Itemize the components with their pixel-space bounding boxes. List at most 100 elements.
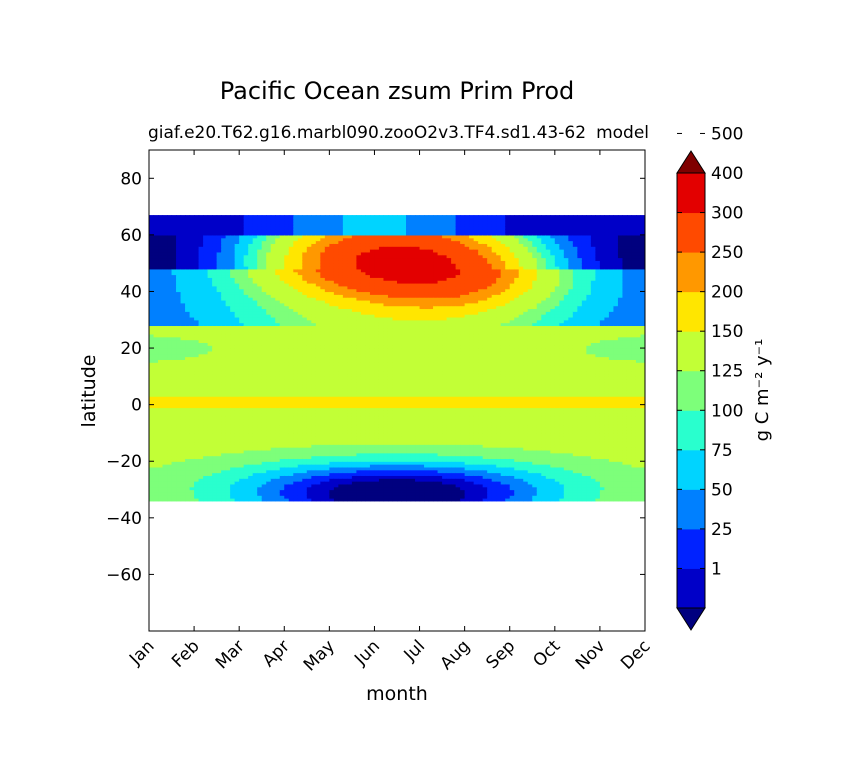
heatmap-cell <box>194 328 200 332</box>
heatmap-cell <box>311 336 317 341</box>
heatmap-cell <box>225 271 231 276</box>
heatmap-cell <box>275 387 281 392</box>
heatmap-cell <box>234 263 240 267</box>
heatmap-cell <box>230 398 236 403</box>
heatmap-cell <box>234 452 240 457</box>
heatmap-cell <box>288 226 294 230</box>
heatmap-cell <box>198 367 204 372</box>
heatmap-cell <box>297 379 303 383</box>
heatmap-cell <box>261 362 267 366</box>
heatmap-cell <box>288 396 294 400</box>
heatmap-cell <box>266 384 272 389</box>
heatmap-cell <box>311 413 317 417</box>
heatmap-cell <box>275 441 281 445</box>
heatmap-cell <box>306 464 312 468</box>
heatmap-cell <box>212 280 218 284</box>
heatmap-cell <box>293 432 299 437</box>
heatmap-cell <box>293 430 299 434</box>
heatmap-cell <box>230 217 236 222</box>
heatmap-cell <box>162 297 168 301</box>
heatmap-cell <box>221 435 227 440</box>
heatmap-cell <box>261 495 267 499</box>
heatmap-cell <box>248 277 254 281</box>
heatmap-cell <box>158 458 164 462</box>
heatmap-cell <box>221 384 227 389</box>
heatmap-cell <box>207 285 213 290</box>
heatmap-cell <box>243 220 249 225</box>
heatmap-cell <box>207 455 213 460</box>
heatmap-cell <box>284 404 290 409</box>
heatmap-cell <box>225 348 231 352</box>
heatmap-cell <box>207 217 213 222</box>
heatmap-cell <box>266 251 272 256</box>
heatmap-cell <box>288 314 294 318</box>
heatmap-cell <box>297 478 303 482</box>
heatmap-cell <box>302 294 308 298</box>
heatmap-cell <box>239 215 245 219</box>
heatmap-cell <box>176 305 182 310</box>
heatmap-cell <box>284 220 290 225</box>
heatmap-cell <box>149 466 155 471</box>
heatmap-cell <box>261 345 267 349</box>
heatmap-cell <box>288 299 294 304</box>
heatmap-cell <box>212 251 218 256</box>
heatmap-cell <box>194 413 200 417</box>
heatmap-cell <box>221 447 227 451</box>
heatmap-cell <box>261 382 267 386</box>
heatmap-cell <box>158 418 164 423</box>
heatmap-cell <box>194 466 200 471</box>
heatmap-cell <box>243 297 249 301</box>
heatmap-cell <box>275 251 281 256</box>
heatmap-cell <box>261 339 267 343</box>
heatmap-cell <box>243 452 249 457</box>
heatmap-cell <box>284 444 290 448</box>
heatmap-cell <box>230 464 236 468</box>
heatmap-cell <box>158 475 164 479</box>
heatmap-cell <box>306 410 312 414</box>
heatmap-cell <box>153 424 159 428</box>
heatmap-cell <box>203 387 209 392</box>
heatmap-cell <box>297 348 303 352</box>
heatmap-cell <box>239 393 245 397</box>
heatmap-cell <box>176 353 182 358</box>
heatmap-cell <box>275 413 281 417</box>
heatmap-cell <box>306 447 312 451</box>
heatmap-cell <box>194 441 200 445</box>
heatmap-cell <box>185 356 191 360</box>
heatmap-cell <box>230 432 236 437</box>
heatmap-cell <box>225 350 231 355</box>
heatmap-cell <box>284 336 290 341</box>
heatmap-cell <box>306 348 312 352</box>
heatmap-cell <box>167 452 173 457</box>
heatmap-cell <box>239 498 245 502</box>
chart-subtitle-right: model <box>596 123 649 143</box>
heatmap-cell <box>302 475 308 479</box>
heatmap-cell <box>153 308 159 312</box>
heatmap-cell <box>185 438 191 443</box>
heatmap-cell <box>311 492 317 496</box>
heatmap-cell <box>284 427 290 431</box>
heatmap-cell <box>257 274 263 278</box>
heatmap-cell <box>149 299 155 304</box>
heatmap-cell <box>288 492 294 496</box>
heatmap-cell <box>207 424 213 428</box>
heatmap-cell <box>293 413 299 417</box>
heatmap-cell <box>257 223 263 227</box>
heatmap-cell <box>158 415 164 420</box>
heatmap-cell <box>284 271 290 276</box>
heatmap-cell <box>153 266 159 270</box>
heatmap-cell <box>302 483 308 488</box>
heatmap-cell <box>306 481 312 485</box>
heatmap-cell <box>311 254 317 259</box>
heatmap-cell <box>275 260 281 264</box>
heatmap-cell <box>153 251 159 256</box>
heatmap-cell <box>225 308 231 312</box>
heatmap-cell <box>248 424 254 428</box>
heatmap-cell <box>248 266 254 270</box>
heatmap-cell <box>275 232 281 236</box>
heatmap-cell <box>275 215 281 219</box>
heatmap-cell <box>225 353 231 358</box>
heatmap-cell <box>153 297 159 301</box>
heatmap-cell <box>275 282 281 287</box>
heatmap-cell <box>293 365 299 369</box>
